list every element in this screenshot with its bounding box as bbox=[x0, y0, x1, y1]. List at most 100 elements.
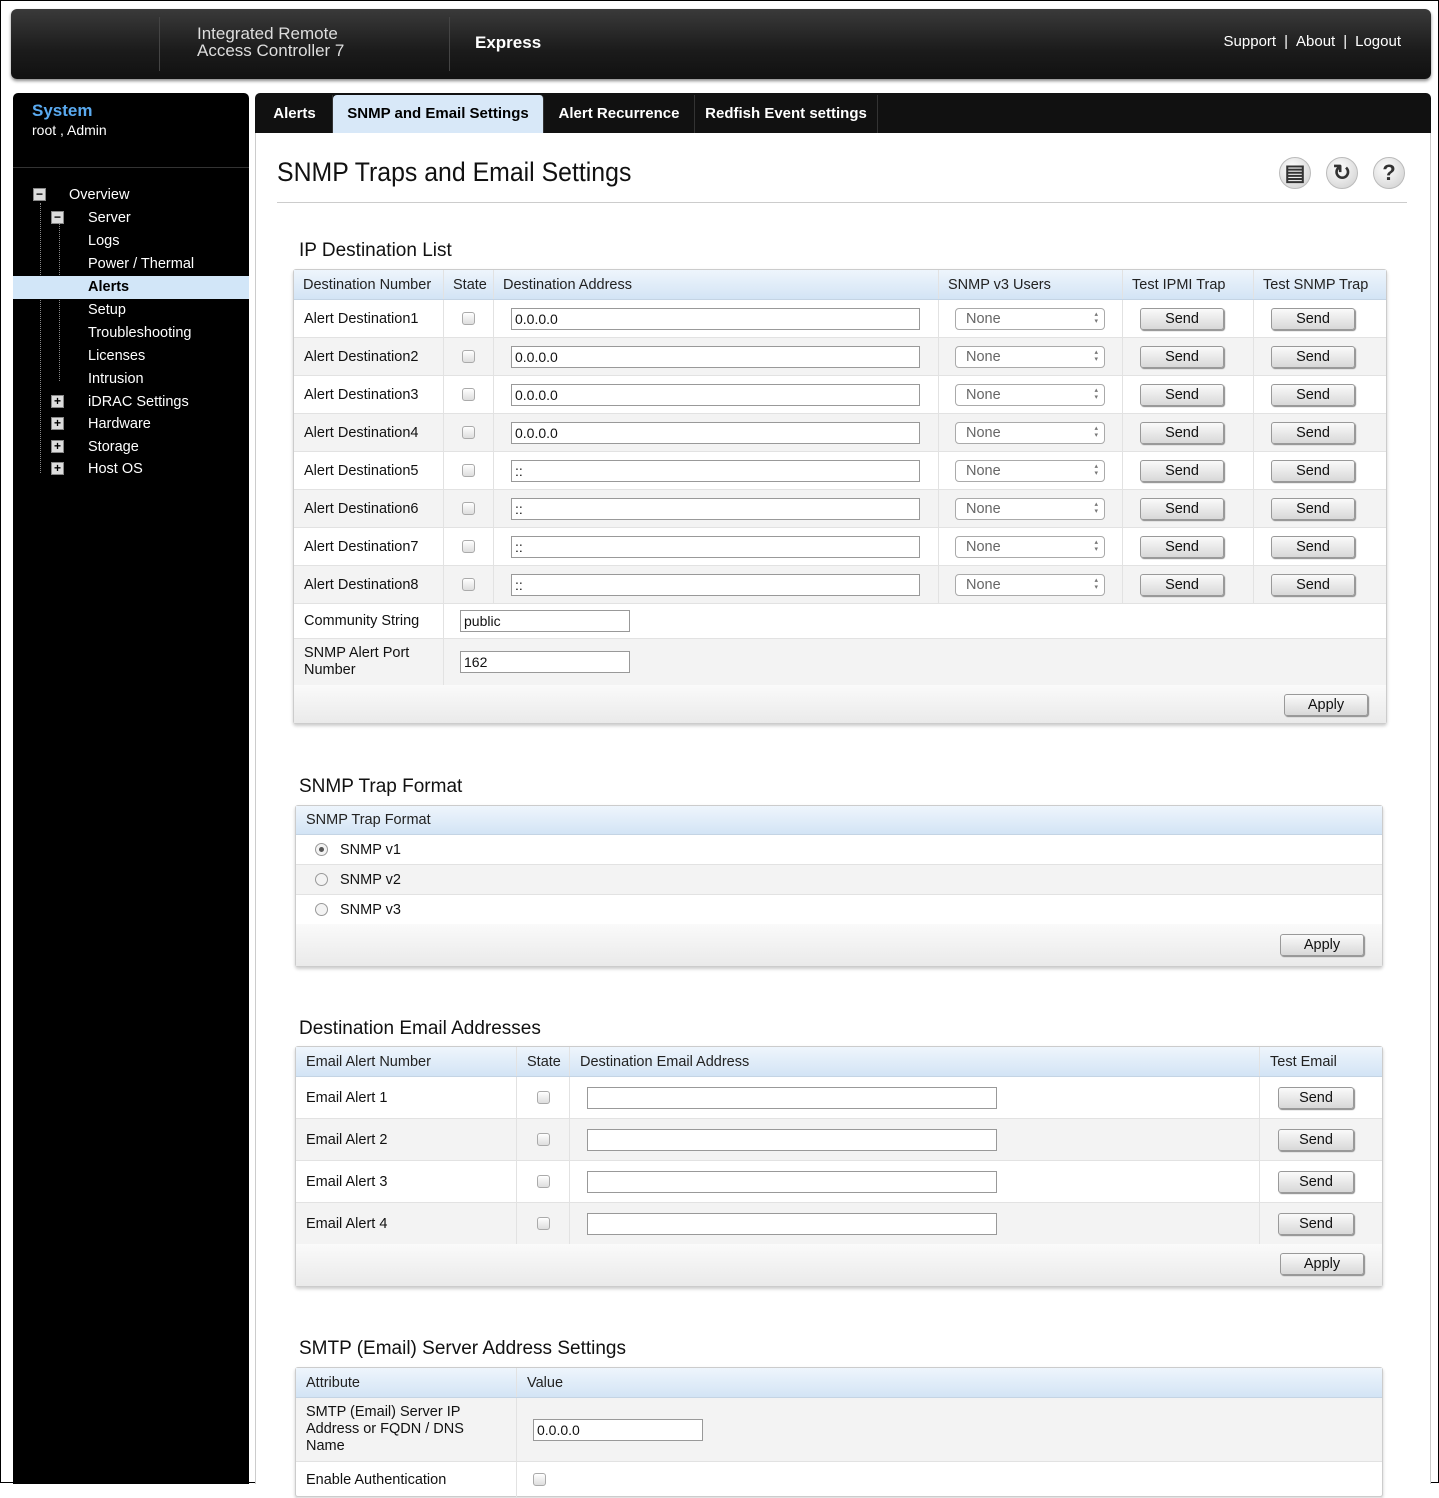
help-icon[interactable]: ? bbox=[1373, 157, 1405, 189]
test-snmp-trap-button[interactable]: Send bbox=[1271, 307, 1355, 330]
sidebar-item[interactable]: − Overview bbox=[13, 184, 249, 207]
enable-auth-checkbox[interactable] bbox=[533, 1473, 546, 1486]
column-header: Test Email bbox=[1270, 1053, 1337, 1070]
state-checkbox[interactable] bbox=[536, 1091, 550, 1104]
sidebar-item[interactable]: + Host OS bbox=[13, 458, 249, 481]
column-header: Send bbox=[1254, 338, 1386, 375]
test-email-button[interactable]: Send bbox=[1278, 1086, 1354, 1109]
snmp-v3-user-select[interactable]: None bbox=[955, 421, 1105, 444]
test-snmp-trap-button[interactable]: Send bbox=[1271, 383, 1355, 406]
snmp-v3-user-select[interactable]: None bbox=[955, 345, 1105, 368]
destination-address-input[interactable]: :: bbox=[511, 459, 920, 482]
test-email-button[interactable]: Send bbox=[1278, 1128, 1354, 1151]
table-row: Email Alert 1 Send bbox=[296, 1077, 1382, 1119]
snmp-v3-user-select[interactable]: None bbox=[955, 497, 1105, 520]
test-ipmi-trap-button[interactable]: Send bbox=[1140, 307, 1224, 330]
test-snmp-trap-button[interactable]: Send bbox=[1271, 345, 1355, 368]
test-snmp-trap-button[interactable]: Send bbox=[1271, 421, 1355, 444]
destination-address-input[interactable]: 0.0.0.0 bbox=[511, 345, 920, 368]
smtp-server-input[interactable]: 0.0.0.0 bbox=[533, 1418, 703, 1441]
sidebar-item[interactable]: Licenses bbox=[13, 345, 249, 368]
sidebar-item[interactable]: + iDRAC Settings bbox=[13, 391, 249, 414]
sidebar-item[interactable]: Power / Thermal bbox=[13, 253, 249, 276]
apply-button[interactable]: Apply bbox=[1280, 1253, 1364, 1275]
collapse-icon[interactable]: − bbox=[51, 211, 64, 224]
destination-address-input[interactable]: :: bbox=[511, 535, 920, 558]
sidebar-item[interactable]: Logs bbox=[13, 230, 249, 253]
logout-link[interactable]: Logout bbox=[1355, 33, 1401, 50]
test-email-button[interactable]: Send bbox=[1278, 1212, 1354, 1235]
test-email-button[interactable]: Send bbox=[1278, 1170, 1354, 1193]
sidebar-item[interactable]: Intrusion bbox=[13, 368, 249, 391]
snmp-format-radio[interactable] bbox=[315, 903, 328, 916]
tab-alerts[interactable]: Alerts bbox=[257, 95, 333, 133]
email-address-input[interactable] bbox=[587, 1086, 997, 1109]
expand-icon[interactable]: + bbox=[51, 394, 64, 408]
state-checkbox[interactable] bbox=[462, 502, 475, 515]
sidebar-title[interactable]: System bbox=[32, 101, 93, 120]
email-address-input[interactable] bbox=[587, 1128, 997, 1151]
snmp-v3-user-select[interactable]: None bbox=[955, 383, 1105, 406]
state-checkbox[interactable] bbox=[536, 1217, 550, 1230]
test-ipmi-trap-button[interactable]: Send bbox=[1140, 383, 1224, 406]
test-snmp-trap-button[interactable]: Send bbox=[1271, 459, 1355, 482]
test-ipmi-trap-button[interactable]: Send bbox=[1140, 497, 1224, 520]
snmp-v3-user-select[interactable]: None bbox=[955, 573, 1105, 596]
sidebar-item-label: iDRAC Settings bbox=[88, 393, 189, 410]
tab-snmp-and-email-settings[interactable]: SNMP and Email Settings bbox=[333, 95, 544, 133]
state-checkbox[interactable] bbox=[462, 464, 475, 477]
snmp-v3-user-select[interactable]: None bbox=[955, 459, 1105, 482]
community-string-input[interactable]: public bbox=[460, 610, 630, 632]
column-header: Alert Destination5 bbox=[294, 452, 444, 489]
snmp-format-radio[interactable] bbox=[315, 843, 328, 856]
sidebar-item[interactable]: − Server bbox=[13, 207, 249, 230]
email-address-input[interactable] bbox=[587, 1170, 997, 1193]
snmp-v3-user-select[interactable]: None bbox=[955, 307, 1105, 330]
state-checkbox[interactable] bbox=[536, 1133, 550, 1146]
test-ipmi-trap-button[interactable]: Send bbox=[1140, 459, 1224, 482]
refresh-icon[interactable]: ↻ bbox=[1326, 157, 1358, 189]
column-header: Test IPMI Trap bbox=[1123, 270, 1254, 299]
destination-address-input[interactable]: 0.0.0.0 bbox=[511, 421, 920, 444]
sidebar-item[interactable]: + Hardware bbox=[13, 413, 249, 436]
test-ipmi-trap-button[interactable]: Send bbox=[1140, 345, 1224, 368]
test-ipmi-trap-button[interactable]: Send bbox=[1140, 573, 1224, 596]
state-checkbox[interactable] bbox=[462, 578, 475, 591]
sidebar-item[interactable]: Alerts bbox=[13, 276, 249, 299]
destination-address-input[interactable]: 0.0.0.0 bbox=[511, 307, 920, 330]
state-checkbox[interactable] bbox=[462, 388, 475, 401]
snmp-format-radio[interactable] bbox=[315, 873, 328, 886]
destination-address-input[interactable]: :: bbox=[511, 497, 920, 520]
test-ipmi-trap-button[interactable]: Send bbox=[1140, 535, 1224, 558]
expand-icon[interactable]: + bbox=[51, 439, 64, 453]
sidebar-item[interactable]: Setup bbox=[13, 299, 249, 322]
test-ipmi-trap-button[interactable]: Send bbox=[1140, 421, 1224, 444]
email-address-input[interactable] bbox=[587, 1212, 997, 1235]
sidebar-item[interactable]: Troubleshooting bbox=[13, 322, 249, 345]
column-header: 0.0.0.0 bbox=[494, 338, 939, 375]
state-checkbox[interactable] bbox=[462, 312, 475, 325]
column-header: Value bbox=[527, 1374, 564, 1391]
tab-redfish-event-settings[interactable]: Redfish Event settings bbox=[695, 95, 878, 133]
test-snmp-trap-button[interactable]: Send bbox=[1271, 535, 1355, 558]
tab-alert-recurrence[interactable]: Alert Recurrence bbox=[544, 95, 695, 133]
apply-button[interactable]: Apply bbox=[1280, 934, 1364, 956]
test-snmp-trap-button[interactable]: Send bbox=[1271, 497, 1355, 520]
apply-button[interactable]: Apply bbox=[1284, 694, 1368, 716]
state-checkbox[interactable] bbox=[462, 540, 475, 553]
state-checkbox[interactable] bbox=[462, 426, 475, 439]
test-snmp-trap-button[interactable]: Send bbox=[1271, 573, 1355, 596]
state-checkbox[interactable] bbox=[536, 1175, 550, 1188]
sidebar-item[interactable]: + Storage bbox=[13, 436, 249, 459]
collapse-icon[interactable]: − bbox=[33, 188, 46, 201]
support-link[interactable]: Support bbox=[1223, 33, 1277, 50]
state-checkbox[interactable] bbox=[462, 350, 475, 363]
about-link[interactable]: About bbox=[1296, 33, 1336, 50]
print-icon[interactable]: ▤ bbox=[1279, 157, 1311, 189]
destination-address-input[interactable]: :: bbox=[511, 573, 920, 596]
expand-icon[interactable]: + bbox=[51, 462, 64, 475]
port-input[interactable]: 162 bbox=[460, 651, 630, 673]
destination-address-input[interactable]: 0.0.0.0 bbox=[511, 383, 920, 406]
snmp-v3-user-select[interactable]: None bbox=[955, 535, 1105, 558]
expand-icon[interactable]: + bbox=[51, 417, 64, 430]
